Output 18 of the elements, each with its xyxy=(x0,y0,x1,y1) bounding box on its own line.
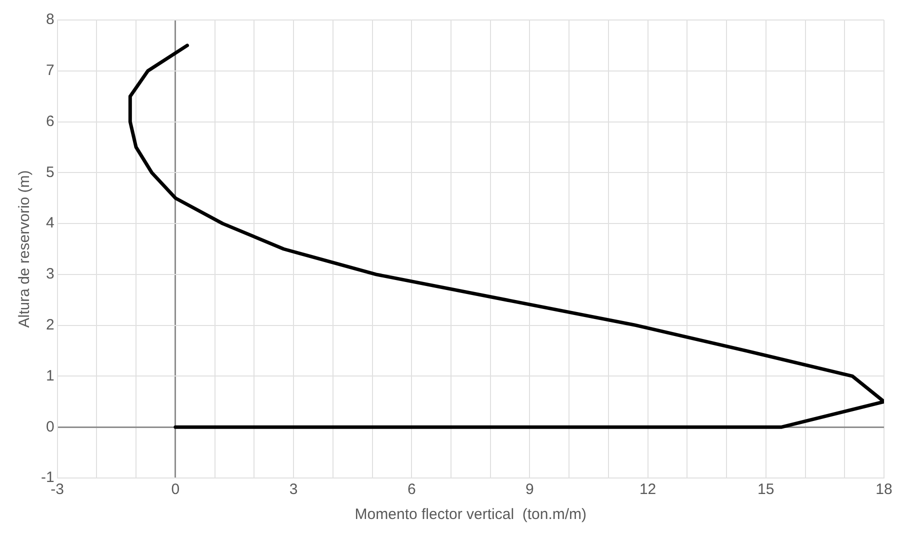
y-tick-label: 6 xyxy=(46,112,54,130)
x-tick-label: 3 xyxy=(289,481,298,498)
y-tick-label: 2 xyxy=(46,316,54,334)
x-tick-label: 9 xyxy=(526,481,534,498)
y-tick-label: 8 xyxy=(46,11,54,28)
y-tick-label: 1 xyxy=(46,367,54,384)
x-tick-label: 0 xyxy=(171,481,180,498)
x-tick-label: 12 xyxy=(639,481,656,498)
y-tick-label: 7 xyxy=(46,62,54,80)
x-tick-label: 18 xyxy=(876,481,892,498)
y-tick-label: 4 xyxy=(46,214,54,232)
x-tick-label: 6 xyxy=(407,481,416,498)
x-tick-label: 15 xyxy=(758,481,774,498)
y-axis-title: Altura de reservorio (m) xyxy=(16,170,34,328)
y-tick-label: 3 xyxy=(46,266,54,283)
y-tick-label: 0 xyxy=(46,418,54,436)
y-tick-label: 5 xyxy=(46,164,54,181)
x-axis-title: Momento flector vertical (ton.m/m) xyxy=(354,506,587,524)
